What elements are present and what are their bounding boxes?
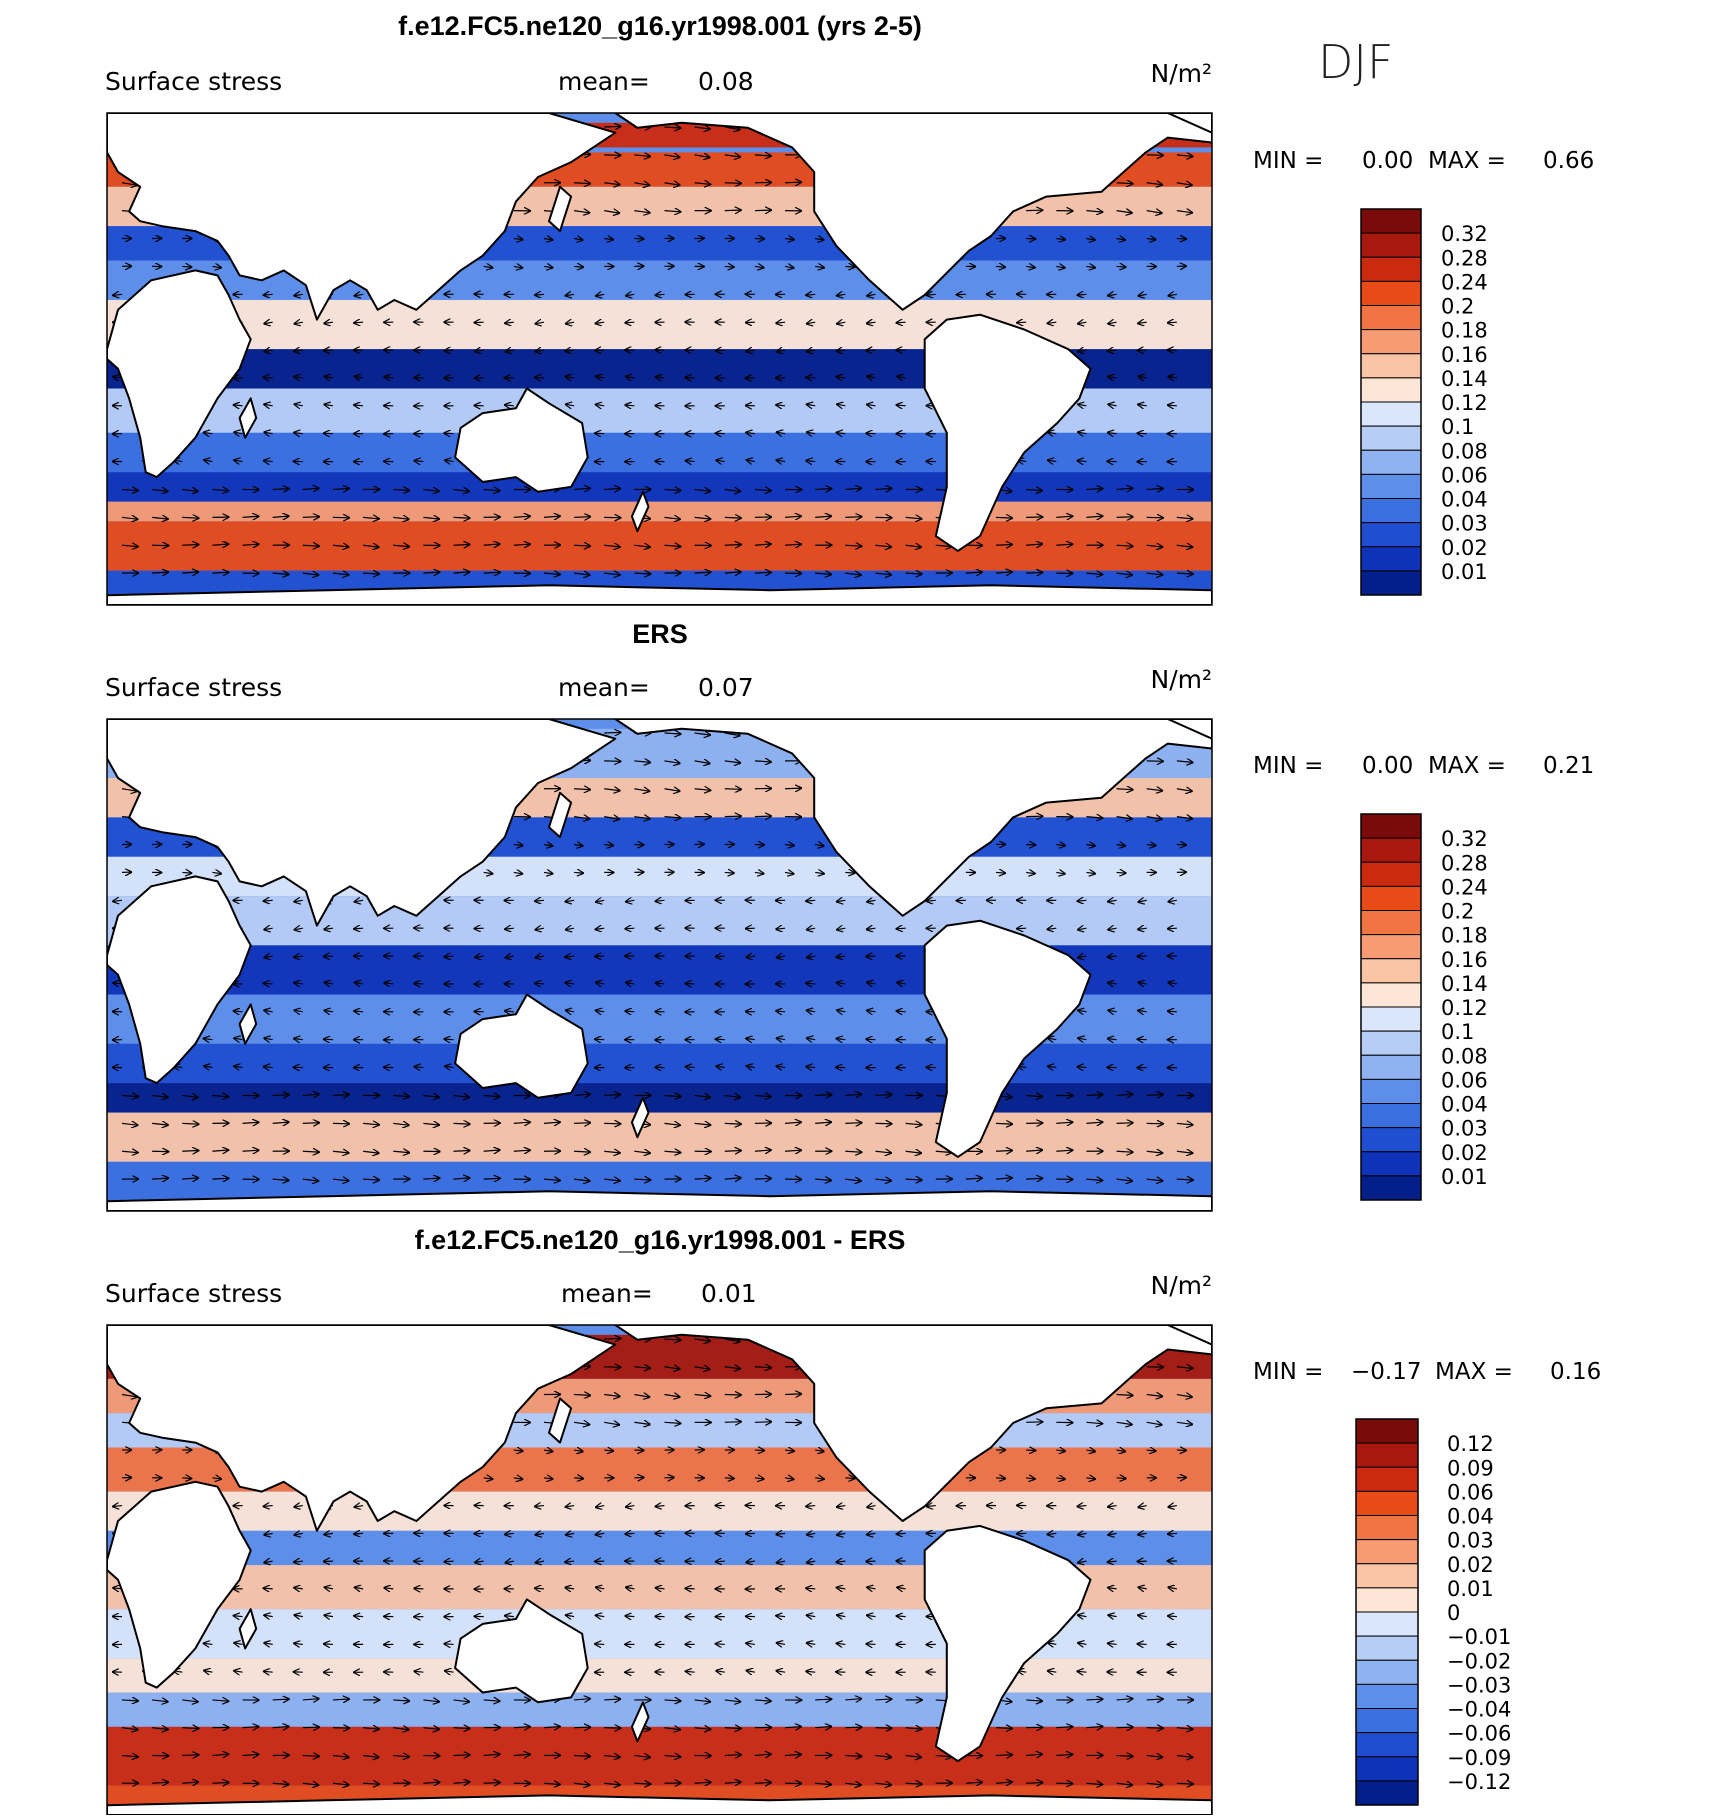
colorbar-tick-label: 0.32 — [1441, 827, 1488, 851]
colorbar-tick-label: 0.16 — [1441, 343, 1488, 367]
colorbar-tick-label: −0.06 — [1447, 1722, 1511, 1746]
colorbar-tick-label: 0.01 — [1441, 1165, 1488, 1189]
colorbar-tick-label: 0.12 — [1447, 1432, 1494, 1456]
colorbar-tick-label: 0.01 — [1441, 560, 1488, 584]
colorbar-tick-label: 0.09 — [1447, 1456, 1494, 1480]
colorbar-tick-label: −0.04 — [1447, 1698, 1511, 1722]
colorbar-tick-label: −0.09 — [1447, 1746, 1511, 1770]
colorbar-tick-label: 0.01 — [1447, 1577, 1494, 1601]
units-label: N/m² — [1151, 1271, 1213, 1300]
panel-ers: ERS Surface stress mean= 0.07 N/m² MIN =… — [105, 619, 1594, 1211]
min-value: 0.00 — [1362, 148, 1413, 174]
colorbar-tick-label: 0.24 — [1441, 270, 1488, 294]
max-label: MAX = — [1435, 1359, 1513, 1385]
min-label: MIN = — [1253, 753, 1323, 779]
colorbar-tick-label: 0.12 — [1441, 996, 1488, 1020]
colorbar-tick-label: −0.03 — [1447, 1673, 1511, 1697]
panel-title: f.e12.FC5.ne120_g16.yr1998.001 - ERS — [415, 1225, 906, 1255]
colorbar-tick-label: 0.2 — [1441, 295, 1474, 319]
min-label: MIN = — [1253, 1359, 1323, 1385]
colorbar-tick-label: 0.2 — [1441, 900, 1474, 924]
min-value: −0.17 — [1351, 1359, 1421, 1385]
panel-title: f.e12.FC5.ne120_g16.yr1998.001 (yrs 2-5) — [398, 11, 922, 41]
colorbar-tick-label: 0.04 — [1447, 1505, 1494, 1529]
mean-label: mean= — [558, 673, 650, 702]
colorbar-tick-label: −0.12 — [1447, 1770, 1511, 1794]
units-label: N/m² — [1151, 665, 1213, 694]
colorbar: 0.120.090.060.040.030.020.010−0.01−0.02−… — [1356, 1419, 1511, 1805]
colorbar: 0.320.280.240.20.180.160.140.120.10.080.… — [1361, 814, 1488, 1200]
colorbar-tick-label: 0.04 — [1441, 1093, 1488, 1117]
season-label: DJF — [1318, 35, 1393, 89]
colorbar-tick-label: 0.03 — [1441, 512, 1488, 536]
colorbar-tick-label: 0.06 — [1441, 463, 1488, 487]
stress-map — [107, 719, 1212, 1211]
variable-label: Surface stress — [105, 673, 282, 702]
panel-difference: f.e12.FC5.ne120_g16.yr1998.001 - ERS Sur… — [105, 1225, 1601, 1815]
colorbar-tick-label: 0.1 — [1441, 1020, 1474, 1044]
colorbar-tick-label: 0.18 — [1441, 924, 1488, 948]
colorbar-tick-label: 0.06 — [1441, 1068, 1488, 1092]
mean-label: mean= — [561, 1279, 653, 1308]
stress-map — [107, 1325, 1212, 1815]
colorbar-tick-label: −0.01 — [1447, 1625, 1511, 1649]
colorbar-tick-label: 0.06 — [1447, 1480, 1494, 1504]
colorbar-tick-label: 0.08 — [1441, 439, 1488, 463]
units-label: N/m² — [1151, 59, 1213, 88]
colorbar-tick-label: 0.1 — [1441, 415, 1474, 439]
min-value: 0.00 — [1362, 753, 1413, 779]
mean-value: 0.01 — [701, 1279, 757, 1308]
stress-map — [107, 113, 1212, 605]
colorbar-tick-label: −0.02 — [1447, 1649, 1511, 1673]
colorbar-tick-label: 0.24 — [1441, 875, 1488, 899]
mean-label: mean= — [558, 67, 650, 96]
colorbar-tick-label: 0.03 — [1447, 1529, 1494, 1553]
colorbar-tick-label: 0.14 — [1441, 367, 1488, 391]
min-label: MIN = — [1253, 148, 1323, 174]
max-label: MAX = — [1428, 753, 1506, 779]
variable-label: Surface stress — [105, 67, 282, 96]
colorbar-tick-label: 0.02 — [1447, 1553, 1494, 1577]
mean-value: 0.07 — [698, 673, 754, 702]
colorbar-tick-label: 0.16 — [1441, 948, 1488, 972]
max-value: 0.21 — [1543, 753, 1594, 779]
colorbar-tick-label: 0.04 — [1441, 488, 1488, 512]
max-label: MAX = — [1428, 148, 1506, 174]
colorbar-tick-label: 0.12 — [1441, 391, 1488, 415]
colorbar: 0.320.280.240.20.180.160.140.120.10.080.… — [1361, 209, 1488, 595]
colorbar-tick-label: 0.14 — [1441, 972, 1488, 996]
colorbar-tick-label: 0.28 — [1441, 246, 1488, 270]
colorbar-tick-label: 0.02 — [1441, 536, 1488, 560]
colorbar-tick-label: 0.02 — [1441, 1141, 1488, 1165]
colorbar-tick-label: 0.32 — [1441, 222, 1488, 246]
variable-label: Surface stress — [105, 1279, 282, 1308]
colorbar-tick-label: 0.18 — [1441, 319, 1488, 343]
colorbar-tick-label: 0 — [1447, 1601, 1460, 1625]
max-value: 0.16 — [1550, 1359, 1601, 1385]
panel-model: f.e12.FC5.ne120_g16.yr1998.001 (yrs 2-5)… — [105, 11, 1594, 605]
colorbar-tick-label: 0.03 — [1441, 1117, 1488, 1141]
colorbar-tick-label: 0.08 — [1441, 1044, 1488, 1068]
max-value: 0.66 — [1543, 148, 1594, 174]
colorbar-tick-label: 0.28 — [1441, 851, 1488, 875]
mean-value: 0.08 — [698, 67, 754, 96]
panel-title: ERS — [632, 619, 688, 649]
